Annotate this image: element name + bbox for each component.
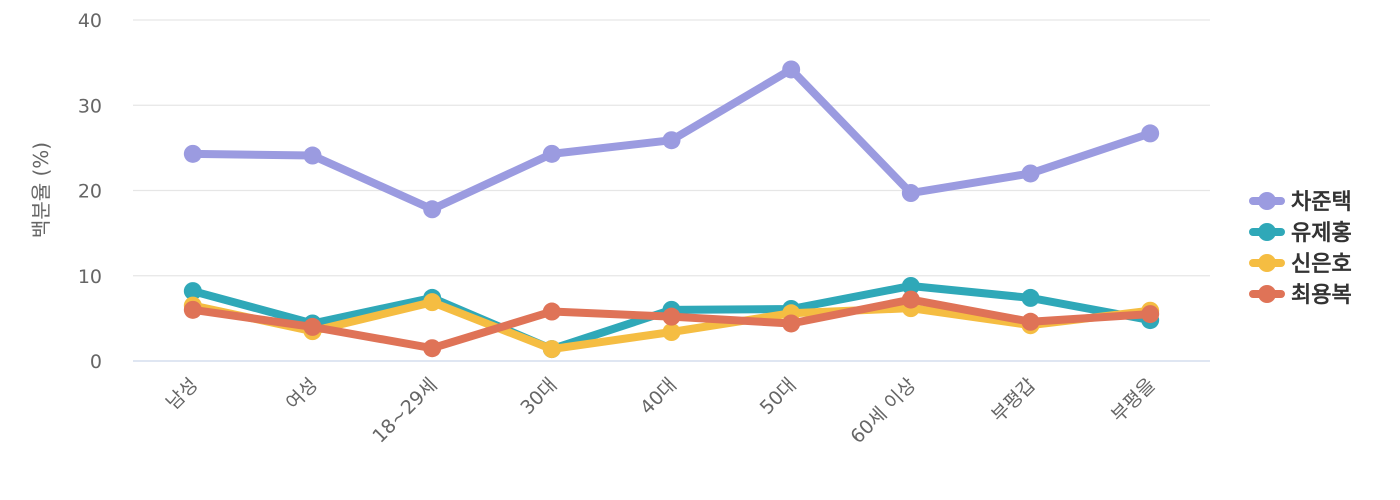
- legend-item[interactable]: 유제홍: [1249, 221, 1352, 246]
- x-tick-label: 30대: [516, 374, 561, 419]
- x-tick-label: 60세 이상: [846, 374, 920, 448]
- gridlines: [133, 19, 1210, 362]
- data-point[interactable]: [423, 293, 442, 312]
- data-point[interactable]: [423, 200, 442, 219]
- legend-item[interactable]: 차준택: [1249, 190, 1352, 215]
- y-tick-label: 0: [90, 351, 102, 373]
- y-tick-label: 40: [78, 10, 102, 32]
- data-point[interactable]: [542, 340, 561, 359]
- x-tick-label: 여성: [282, 374, 322, 414]
- x-axis-ticks: 남성 여성 18~29세 30대 40대 50대 60세 이상 부평갑 부평을: [162, 374, 1160, 448]
- data-point[interactable]: [183, 282, 202, 301]
- x-tick-label: 40대: [636, 374, 681, 419]
- series-group: [183, 290, 1160, 358]
- legend-label: 유제홍: [1291, 221, 1352, 246]
- data-point[interactable]: [1021, 164, 1040, 183]
- legend-label: 최용복: [1291, 283, 1352, 308]
- data-point[interactable]: [303, 317, 322, 336]
- y-tick-label: 10: [78, 266, 102, 288]
- y-axis-ticks: 0 10 20 30 40: [78, 10, 102, 373]
- data-point[interactable]: [662, 323, 681, 342]
- x-tick-label: 50대: [756, 374, 801, 419]
- data-point[interactable]: [183, 144, 202, 163]
- data-point[interactable]: [662, 307, 681, 326]
- data-point[interactable]: [303, 146, 322, 165]
- data-point[interactable]: [542, 144, 561, 163]
- data-point[interactable]: [423, 339, 442, 358]
- legend-label: 차준택: [1291, 190, 1352, 215]
- y-tick-label: 30: [78, 95, 102, 117]
- data-point[interactable]: [901, 290, 920, 309]
- legend-label: 신은호: [1291, 252, 1352, 277]
- legend-marker: [1258, 223, 1276, 241]
- data-point[interactable]: [542, 302, 561, 321]
- x-tick-label: 18~29세: [368, 374, 441, 447]
- data-point[interactable]: [1141, 305, 1160, 324]
- series-group: [183, 60, 1160, 219]
- legend-item[interactable]: 최용복: [1249, 283, 1352, 308]
- series: [183, 60, 1160, 359]
- data-point[interactable]: [782, 314, 801, 333]
- data-point[interactable]: [782, 60, 801, 79]
- x-tick-label: 남성: [162, 374, 202, 414]
- x-tick-label: 부평을: [1107, 374, 1160, 427]
- data-point[interactable]: [1021, 288, 1040, 307]
- legend-marker: [1258, 192, 1276, 210]
- y-axis-label: 백분율 (%): [29, 142, 53, 238]
- legend-marker: [1258, 285, 1276, 303]
- x-tick-label: 부평갑: [987, 374, 1040, 427]
- data-point[interactable]: [901, 276, 920, 295]
- y-tick-label: 20: [78, 181, 102, 203]
- data-point[interactable]: [1021, 312, 1040, 331]
- data-point[interactable]: [662, 131, 681, 150]
- legend-item[interactable]: 신은호: [1249, 252, 1352, 277]
- data-point[interactable]: [901, 184, 920, 203]
- legend-marker: [1258, 254, 1276, 272]
- data-point[interactable]: [183, 300, 202, 319]
- data-point[interactable]: [1141, 124, 1160, 143]
